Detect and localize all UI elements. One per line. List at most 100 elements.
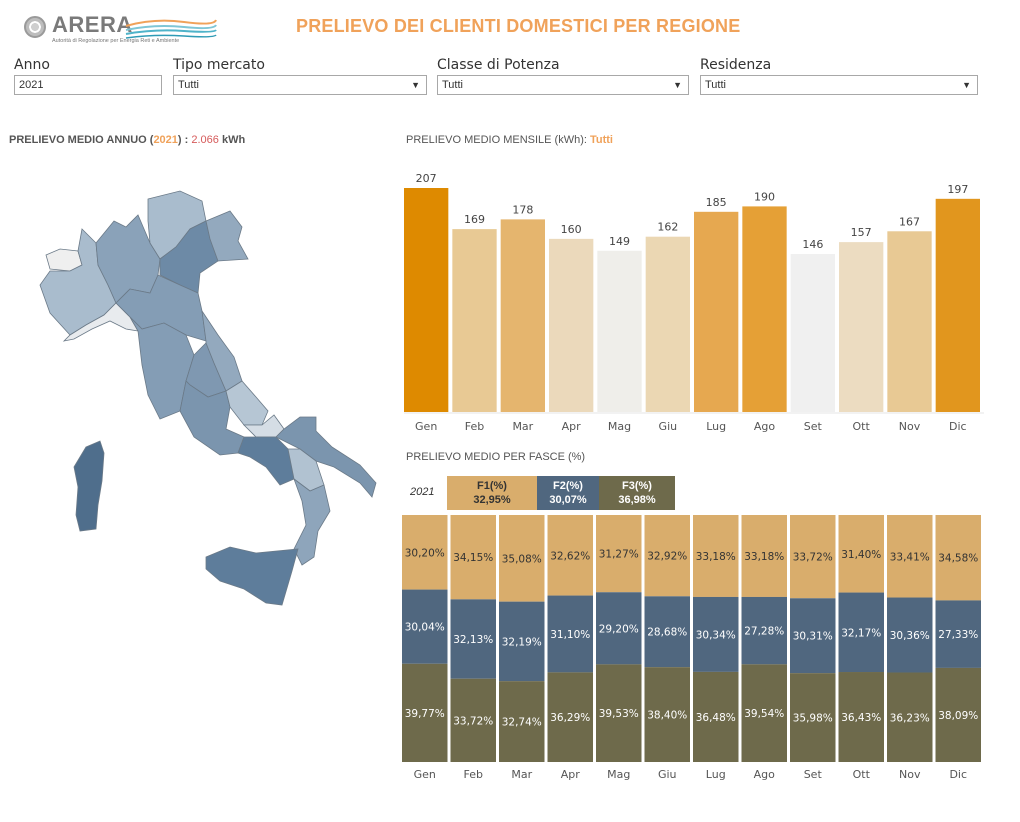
segment-label: 30,04% [405, 622, 445, 634]
segment-f1-mag[interactable] [596, 515, 642, 593]
segment-f3-set[interactable] [790, 673, 836, 762]
bar-dic[interactable] [935, 198, 980, 412]
segment-label: 32,62% [550, 550, 590, 562]
bar-value-label: 169 [464, 213, 485, 226]
segment-f2-feb[interactable] [450, 599, 497, 679]
segment-f1-giu[interactable] [644, 515, 691, 597]
tipo-mercato-value: Tutti [178, 79, 199, 91]
segment-f2-ott[interactable] [838, 592, 885, 673]
segment-f2-gen[interactable] [402, 589, 448, 664]
segment-f2-giu[interactable] [644, 596, 691, 668]
bar-set[interactable] [790, 254, 835, 412]
region-calabria[interactable] [293, 477, 331, 566]
segment-f1-ago[interactable] [741, 515, 788, 597]
filter-label: Residenza [700, 57, 772, 73]
bar-lug[interactable] [694, 211, 739, 412]
segment-f1-ott[interactable] [838, 515, 885, 593]
legend-year: 2021 [410, 486, 435, 498]
region-liguria[interactable] [62, 302, 139, 342]
x-tick-label: Ott [853, 768, 871, 781]
segment-f3-lug[interactable] [693, 671, 739, 762]
segment-f1-apr[interactable] [547, 515, 594, 596]
filter-residenza: Residenza Tutti ▼ [700, 55, 978, 95]
legend-f1-value: 32,95% [473, 494, 511, 506]
x-tick-label: Ago [754, 420, 776, 433]
bar-gen[interactable] [404, 188, 449, 412]
legend-f1[interactable]: F1(%) 32,95% [447, 476, 537, 510]
segment-f1-gen[interactable] [402, 515, 448, 590]
segment-label: 36,43% [841, 712, 881, 724]
x-tick-label: Gen [414, 768, 436, 781]
bar-ott[interactable] [839, 242, 884, 412]
segment-label: 33,41% [890, 551, 930, 563]
segment-f1-set[interactable] [790, 515, 836, 599]
segment-f3-feb[interactable] [450, 678, 497, 762]
segment-f3-dic[interactable] [935, 667, 982, 762]
segment-f2-mag[interactable] [596, 592, 642, 665]
chevron-down-icon: ▼ [673, 80, 682, 90]
segment-f1-feb[interactable] [450, 515, 497, 600]
anno-input[interactable]: 2021 [14, 75, 162, 95]
segment-f2-mar[interactable] [499, 601, 545, 682]
filter-classe-potenza: Classe di Potenza Tutti ▼ [437, 55, 689, 95]
segment-label: 39,54% [744, 708, 784, 720]
logo-text: ARERA [52, 12, 133, 37]
x-tick-label: Apr [561, 768, 581, 781]
segment-label: 38,40% [647, 710, 687, 722]
fasce-stacked-chart: 30,20% 30,04% 39,77% Gen 34,15% 32,13% 33,72% F… [402, 515, 982, 781]
x-tick-label: Giu [659, 420, 678, 433]
segment-label: 27,28% [744, 626, 784, 638]
x-tick-label: Nov [899, 420, 921, 433]
segment-f2-set[interactable] [790, 598, 836, 674]
region-sardegna[interactable] [73, 440, 105, 532]
region-friuli-venezia-giulia[interactable] [205, 210, 249, 262]
bar-mag[interactable] [597, 250, 642, 412]
monthly-bar-chart: 207 Gen 169 Feb 178 Mar 160 Apr 149 Mag 162 Giu 185 L… [404, 172, 984, 433]
segment-f3-mag[interactable] [596, 664, 642, 762]
bar-value-label: 162 [657, 221, 678, 234]
segment-f1-mar[interactable] [499, 515, 545, 602]
segment-f3-gen[interactable] [402, 663, 448, 762]
segment-f1-lug[interactable] [693, 515, 739, 597]
bar-feb[interactable] [452, 229, 497, 412]
segment-label: 30,20% [405, 547, 445, 559]
bar-apr[interactable] [549, 238, 594, 412]
segment-f2-nov[interactable] [887, 597, 933, 673]
waves-icon [125, 19, 217, 39]
segment-f2-dic[interactable] [935, 600, 982, 668]
segment-f3-mar[interactable] [499, 681, 545, 762]
classe-potenza-select[interactable]: Tutti ▼ [437, 75, 689, 95]
segment-f3-giu[interactable] [644, 667, 691, 762]
segment-f3-ott[interactable] [838, 672, 885, 762]
segment-f3-ago[interactable] [741, 664, 788, 762]
region-puglia[interactable] [275, 416, 377, 498]
region-campania[interactable] [237, 436, 295, 486]
residenza-select[interactable]: Tutti ▼ [700, 75, 978, 95]
segment-f1-nov[interactable] [887, 515, 933, 598]
x-tick-label: Nov [899, 768, 921, 781]
segment-f3-nov[interactable] [887, 672, 933, 762]
region-abruzzo[interactable] [225, 380, 269, 426]
legend-f2[interactable]: F2(%) 30,07% [537, 476, 599, 510]
bar-nov[interactable] [887, 231, 932, 412]
region-sicilia[interactable] [205, 546, 299, 606]
monthly-title: PRELIEVO MEDIO MENSILE (kWh): Tutti [406, 134, 613, 146]
segment-f2-ago[interactable] [741, 596, 788, 665]
tipo-mercato-select[interactable]: Tutti ▼ [173, 75, 427, 95]
segment-f3-apr[interactable] [547, 672, 594, 762]
anno-value: 2021 [19, 79, 44, 91]
filter-label: Anno [14, 57, 50, 73]
segment-f2-apr[interactable] [547, 595, 594, 673]
bar-value-label: 167 [899, 215, 920, 228]
bar-mar[interactable] [500, 219, 545, 412]
bar-ago[interactable] [742, 206, 787, 412]
monthly-title-prefix: PRELIEVO MEDIO MENSILE (kWh): [406, 134, 590, 146]
segment-f1-dic[interactable] [935, 515, 982, 601]
segment-label: 32,19% [502, 636, 542, 648]
classe-potenza-value: Tutti [442, 79, 463, 91]
segment-f2-lug[interactable] [693, 596, 739, 672]
legend-f3[interactable]: F3(%) 36,98% [599, 476, 675, 510]
segment-label: 33,18% [744, 551, 784, 563]
x-tick-label: Ott [853, 420, 871, 433]
bar-giu[interactable] [645, 236, 690, 412]
